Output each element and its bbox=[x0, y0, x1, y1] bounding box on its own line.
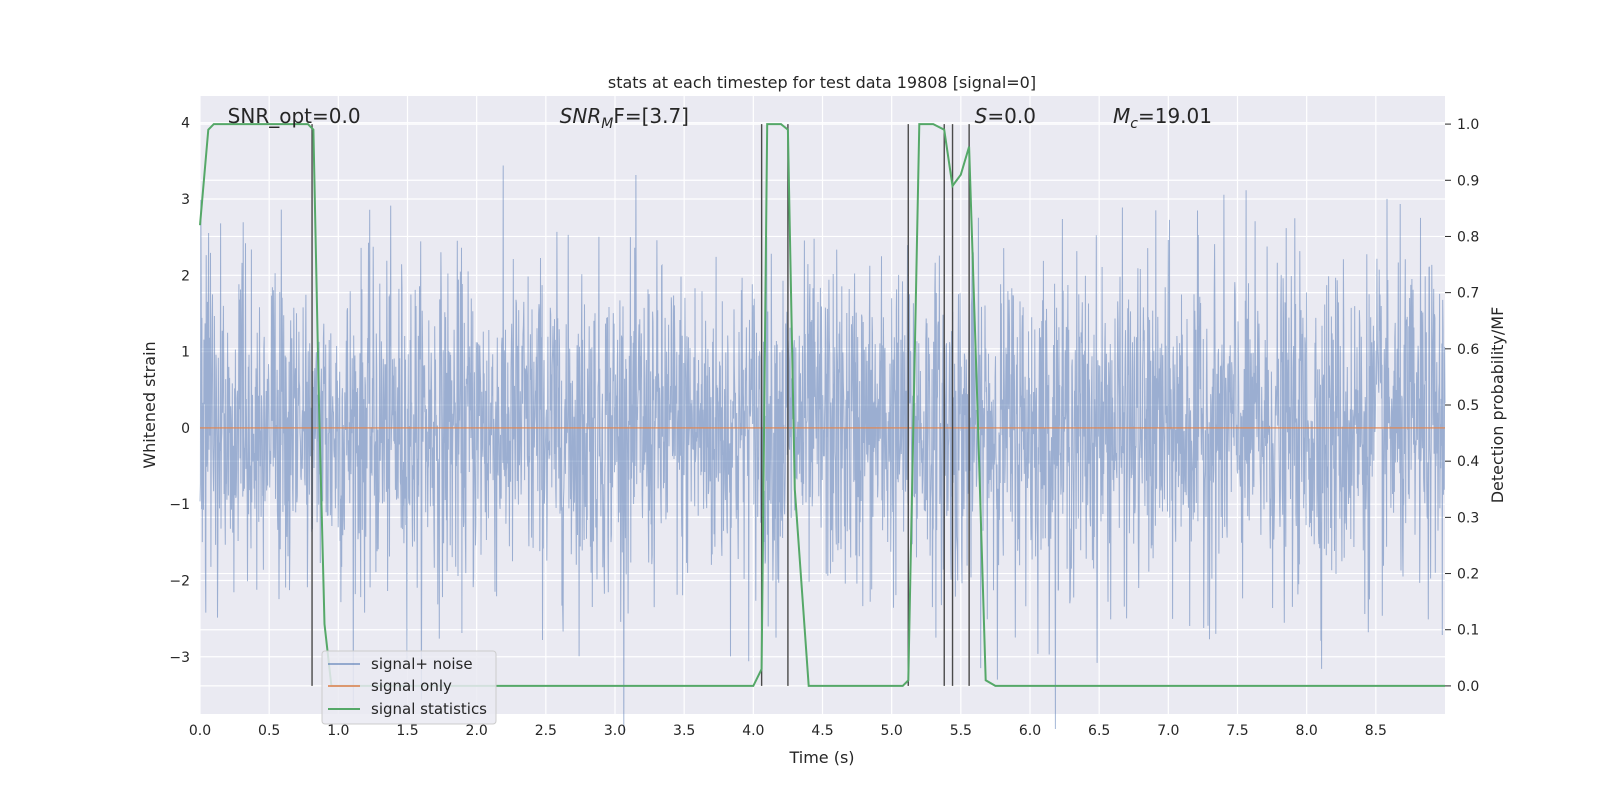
x-tick-label: 3.0 bbox=[604, 723, 626, 739]
x-tick-label: 8.5 bbox=[1365, 723, 1387, 739]
legend-box bbox=[321, 650, 497, 725]
x-tick-label: 4.5 bbox=[811, 723, 833, 739]
y2-tick-label: 0.1 bbox=[1457, 623, 1479, 639]
y2-ticks: 0.0 0.1 0.2 0.3 0.4 0.5 0.6 0.7 0.8 0.9 1.0 bbox=[1445, 117, 1479, 695]
x-tick-label: 8.0 bbox=[1296, 723, 1318, 739]
y2-axis-label: Detection probability/MF bbox=[1488, 307, 1507, 504]
y2-tick-label: 0.4 bbox=[1457, 454, 1479, 470]
x-ticks: 0.0 0.5 1.0 1.5 2.0 2.5 3.0 3.5 4.0 4.5 5.0 5.5 6.0 6… bbox=[189, 723, 1387, 739]
annotation-text: S=0.0 bbox=[975, 104, 1036, 128]
x-tick-label: 5.0 bbox=[881, 723, 903, 739]
y2-tick-label: 0.8 bbox=[1457, 229, 1479, 245]
y-tick-label: −1 bbox=[169, 497, 190, 513]
x-tick-label: 7.5 bbox=[1226, 723, 1248, 739]
y2-tick-label: 0.5 bbox=[1457, 398, 1479, 414]
legend: signal+ noise signal only signal statist… bbox=[321, 650, 497, 725]
y-tick-label: 3 bbox=[181, 192, 190, 208]
annotation-text: Mc=19.01 bbox=[1113, 104, 1212, 132]
y2-tick-label: 0.9 bbox=[1457, 173, 1479, 189]
x-tick-label: 7.0 bbox=[1157, 723, 1179, 739]
x-tick-label: 1.0 bbox=[327, 723, 349, 739]
y-tick-label: 4 bbox=[181, 116, 190, 132]
x-tick-label: 4.0 bbox=[742, 723, 764, 739]
x-tick-label: 6.0 bbox=[1019, 723, 1041, 739]
x-axis-label: Time (s) bbox=[788, 748, 854, 767]
y2-tick-label: 0.3 bbox=[1457, 510, 1479, 526]
y-axis-label: Whitened strain bbox=[140, 341, 159, 468]
signal-noise-line bbox=[199, 165, 1446, 734]
signal-statistics-line bbox=[199, 123, 1445, 687]
annotation-text: SNRMF=[3.7] bbox=[560, 104, 689, 132]
x-tick-label: 0.0 bbox=[189, 723, 211, 739]
y-tick-label: −3 bbox=[169, 650, 190, 666]
x-tick-label: 0.5 bbox=[258, 723, 280, 739]
x-tick-label: 1.5 bbox=[396, 723, 418, 739]
y-ticks: −3 −2 −1 0 1 2 3 4 bbox=[169, 116, 190, 666]
y2-tick-label: 0.7 bbox=[1457, 286, 1479, 302]
x-tick-label: 6.5 bbox=[1088, 723, 1110, 739]
overlay-series bbox=[199, 123, 1445, 687]
y2-tick-label: 1.0 bbox=[1457, 117, 1479, 133]
x-tick-label: 5.5 bbox=[950, 723, 972, 739]
y-tick-label: −2 bbox=[169, 573, 190, 589]
legend-label-signal-only: signal only bbox=[371, 677, 452, 695]
legend-label-signal-noise: signal+ noise bbox=[371, 655, 473, 673]
x-tick-label: 3.5 bbox=[673, 723, 695, 739]
y-tick-label: 0 bbox=[181, 421, 190, 437]
y2-tick-label: 0.0 bbox=[1457, 679, 1479, 695]
annotation-text: SNR_opt=0.0 bbox=[228, 104, 361, 128]
y2-tick-label: 0.2 bbox=[1457, 567, 1479, 583]
y-tick-label: 1 bbox=[181, 345, 190, 361]
noise-series bbox=[199, 165, 1446, 734]
y2-tick-label: 0.6 bbox=[1457, 342, 1479, 358]
legend-label-signal-statistics: signal statistics bbox=[371, 700, 487, 718]
annotations: SNR_opt=0.0 SNRMF=[3.7] S=0.0 Mc=19.01 bbox=[228, 104, 1212, 132]
chart-title: stats at each timestep for test data 198… bbox=[608, 73, 1036, 92]
x-tick-label: 2.0 bbox=[466, 723, 488, 739]
y-tick-label: 2 bbox=[181, 268, 190, 284]
x-tick-label: 2.5 bbox=[535, 723, 557, 739]
